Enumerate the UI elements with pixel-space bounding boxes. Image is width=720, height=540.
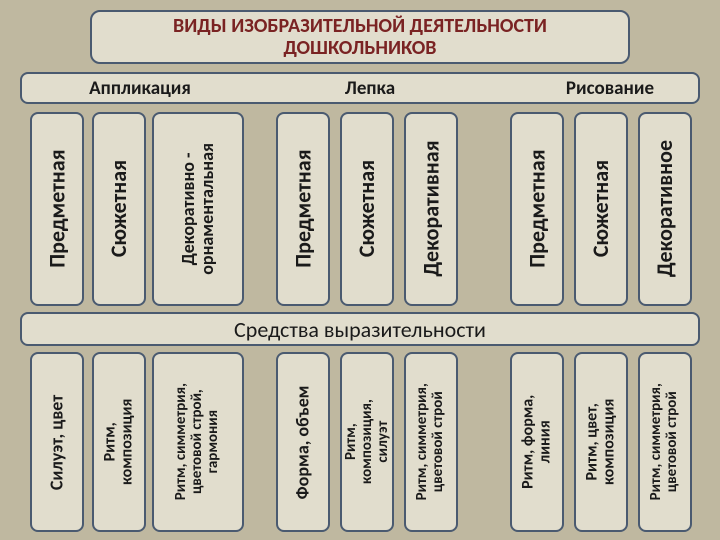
bottom-risovanie-ritm-cvet: Ритм, цвет,композиция xyxy=(574,352,628,532)
bottom-lepka-ritm-kompoziciya: Ритм,композиция,силуэт xyxy=(340,352,394,532)
bottom-applique-ritm-kompoziciya: Ритм,композиция xyxy=(92,352,146,532)
top-applique-syuzhetnaya: Сюжетная xyxy=(92,112,146,306)
top-risovanie-predmetnaya: Предметная xyxy=(510,112,564,306)
title-text: ВИДЫ ИЗОБРАЗИТЕЛЬНОЙ ДЕЯТЕЛЬНОСТИ ДОШКОЛ… xyxy=(100,15,620,59)
bottom-risovanie-ritm-simmetriya: Ритм, симметрия,цветовой строй xyxy=(638,352,692,532)
category-lepka: Лепка xyxy=(280,74,460,102)
bottom-applique-siluet-cvet: Силуэт, цвет xyxy=(30,352,84,532)
top-applique-dekorativno-ornamentalnaya: Декоративно -орнаментальная xyxy=(152,112,244,306)
bottom-applique-ritm-simmetriya: Ритм, симметрия,цветовой строй,гармония xyxy=(152,352,244,532)
top-risovanie-syuzhetnaya: Сюжетная xyxy=(574,112,628,306)
top-risovanie-dekorativnoe: Декоративное xyxy=(638,112,692,306)
means-bar: Средства выразительности xyxy=(20,312,700,346)
top-lepka-syuzhetnaya: Сюжетная xyxy=(340,112,394,306)
top-lepka-predmetnaya: Предметная xyxy=(276,112,330,306)
top-lepka-dekorativnaya: Декоративная xyxy=(404,112,458,306)
means-title: Средства выразительности xyxy=(234,316,486,343)
title-box: ВИДЫ ИЗОБРАЗИТЕЛЬНОЙ ДЕЯТЕЛЬНОСТИ ДОШКОЛ… xyxy=(90,10,630,64)
bottom-lepka-ritm-simmetriya: Ритм, симметрия,цветовой строй xyxy=(404,352,458,532)
top-applique-predmetnaya: Предметная xyxy=(30,112,84,306)
category-applique: Аппликация xyxy=(40,74,240,102)
bottom-lepka-forma-obyem: Форма, объем xyxy=(276,352,330,532)
bottom-risovanie-ritm-forma: Ритм, форма,линия xyxy=(510,352,564,532)
category-risovanie: Рисование xyxy=(520,74,700,102)
